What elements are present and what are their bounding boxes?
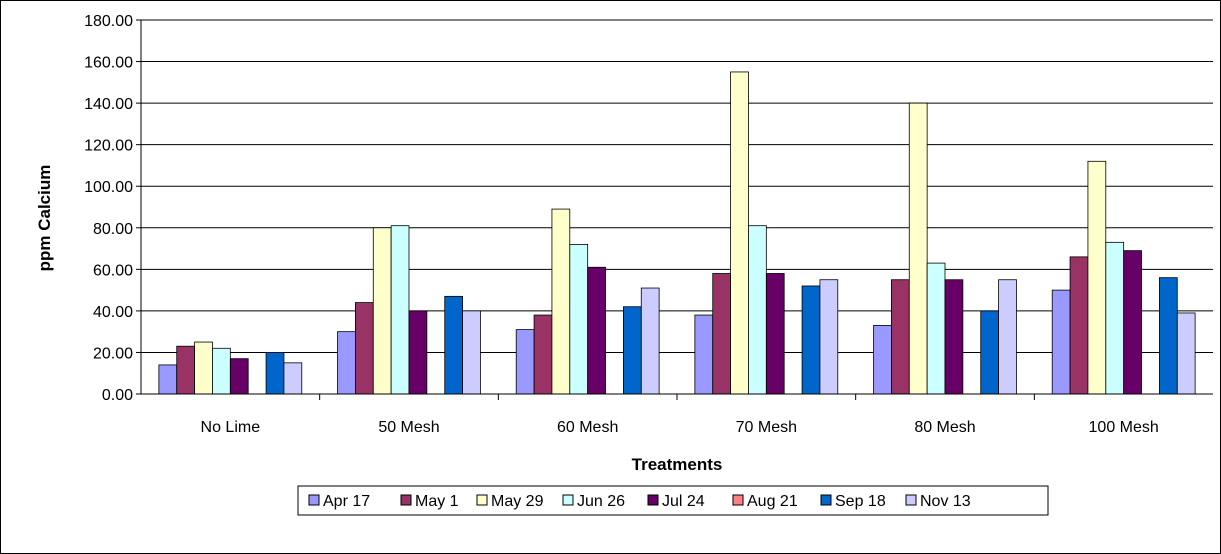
legend-swatch: [400, 494, 412, 506]
bar: [640, 287, 660, 395]
bar: [176, 345, 196, 395]
y-axis-title: ppm Calcium: [35, 165, 54, 272]
y-tick-label: 100.00: [84, 179, 133, 196]
bar: [337, 331, 356, 395]
bar: [408, 310, 428, 395]
x-tick-label: 50 Mesh: [378, 419, 439, 436]
legend-swatch: [308, 494, 320, 506]
legend-box: [297, 485, 1049, 516]
bar: [748, 225, 767, 395]
y-tick-label: 60.00: [93, 262, 133, 279]
x-tick-label: 60 Mesh: [557, 419, 618, 436]
bar: [158, 364, 178, 395]
bar: [908, 102, 928, 395]
legend-swatch: [647, 494, 659, 506]
y-tick-label: 0.00: [102, 387, 133, 404]
legend-swatch: [820, 494, 832, 506]
bar: [873, 325, 892, 395]
bar: [533, 314, 553, 395]
bar: [462, 310, 481, 395]
bars: [158, 71, 1196, 395]
legend-label: May 29: [491, 493, 544, 510]
bar: [1087, 160, 1107, 395]
legend-label: Jun 26: [577, 493, 625, 510]
legend-label: Jul 24: [662, 493, 705, 510]
bar: [1159, 277, 1178, 395]
bar: [1176, 312, 1196, 395]
bar: [765, 273, 785, 395]
y-tick-label: 80.00: [93, 221, 133, 238]
x-tick-label: 70 Mesh: [736, 419, 797, 436]
y-tick-label: 120.00: [84, 138, 133, 155]
bar: [283, 362, 303, 395]
legend-swatch: [562, 494, 574, 506]
legend-label: Nov 13: [920, 493, 971, 510]
y-tick-label: 40.00: [93, 304, 133, 321]
bar: [1123, 250, 1142, 395]
bar: [229, 358, 249, 395]
y-tick-label: 140.00: [84, 96, 133, 113]
bar: [212, 347, 231, 395]
legend-label: Apr 17: [323, 493, 370, 510]
legend-swatch: [476, 494, 488, 506]
bar: [926, 262, 946, 395]
bar: [712, 273, 732, 395]
bar: [587, 266, 606, 395]
x-tick-labels: No Lime 50 Mesh 60 Mesh 70 Mesh 80 Mesh 100 M…: [201, 394, 1159, 436]
y-tick-label: 160.00: [84, 55, 133, 72]
bar: [891, 279, 910, 395]
bar: [1069, 256, 1089, 395]
legend: Apr 17 May 1 May 29 Jun 26 Jul 24 Aug 21 Sep 1…: [297, 485, 1049, 516]
bar: [819, 279, 839, 395]
legend-label: Sep 18: [835, 493, 886, 510]
bar: [730, 71, 749, 395]
bar: [801, 285, 821, 395]
bar: [265, 352, 285, 395]
bar: [390, 225, 410, 395]
bar: [623, 306, 642, 395]
legend-label: May 1: [415, 493, 459, 510]
bar: [998, 279, 1017, 395]
bar: [194, 341, 213, 395]
legend-swatch: [732, 494, 744, 506]
bar: [1105, 241, 1125, 395]
bar: [354, 302, 374, 395]
x-tick-label: No Lime: [201, 419, 261, 436]
y-tick-label: 180.00: [84, 13, 133, 30]
y-tick-labels: 0.00 20.00 40.00 60.00 80.00 100.00 120.00 140.…: [84, 13, 141, 404]
gridlines: [141, 19, 1213, 353]
bar: [1051, 289, 1071, 395]
bar: [569, 243, 589, 395]
x-tick-label: 100 Mesh: [1089, 419, 1159, 436]
legend-label: Aug 21: [747, 493, 798, 510]
bar: [551, 208, 571, 395]
x-tick-label: 80 Mesh: [914, 419, 975, 436]
bar: [444, 295, 464, 395]
bar: [944, 279, 964, 395]
bar: [515, 329, 535, 395]
x-axis-title: Treatments: [632, 455, 723, 474]
legend-swatch: [905, 494, 917, 506]
bar: [980, 310, 1000, 395]
y-tick-label: 20.00: [93, 345, 133, 362]
bar: [694, 314, 714, 395]
bar: [372, 227, 392, 395]
